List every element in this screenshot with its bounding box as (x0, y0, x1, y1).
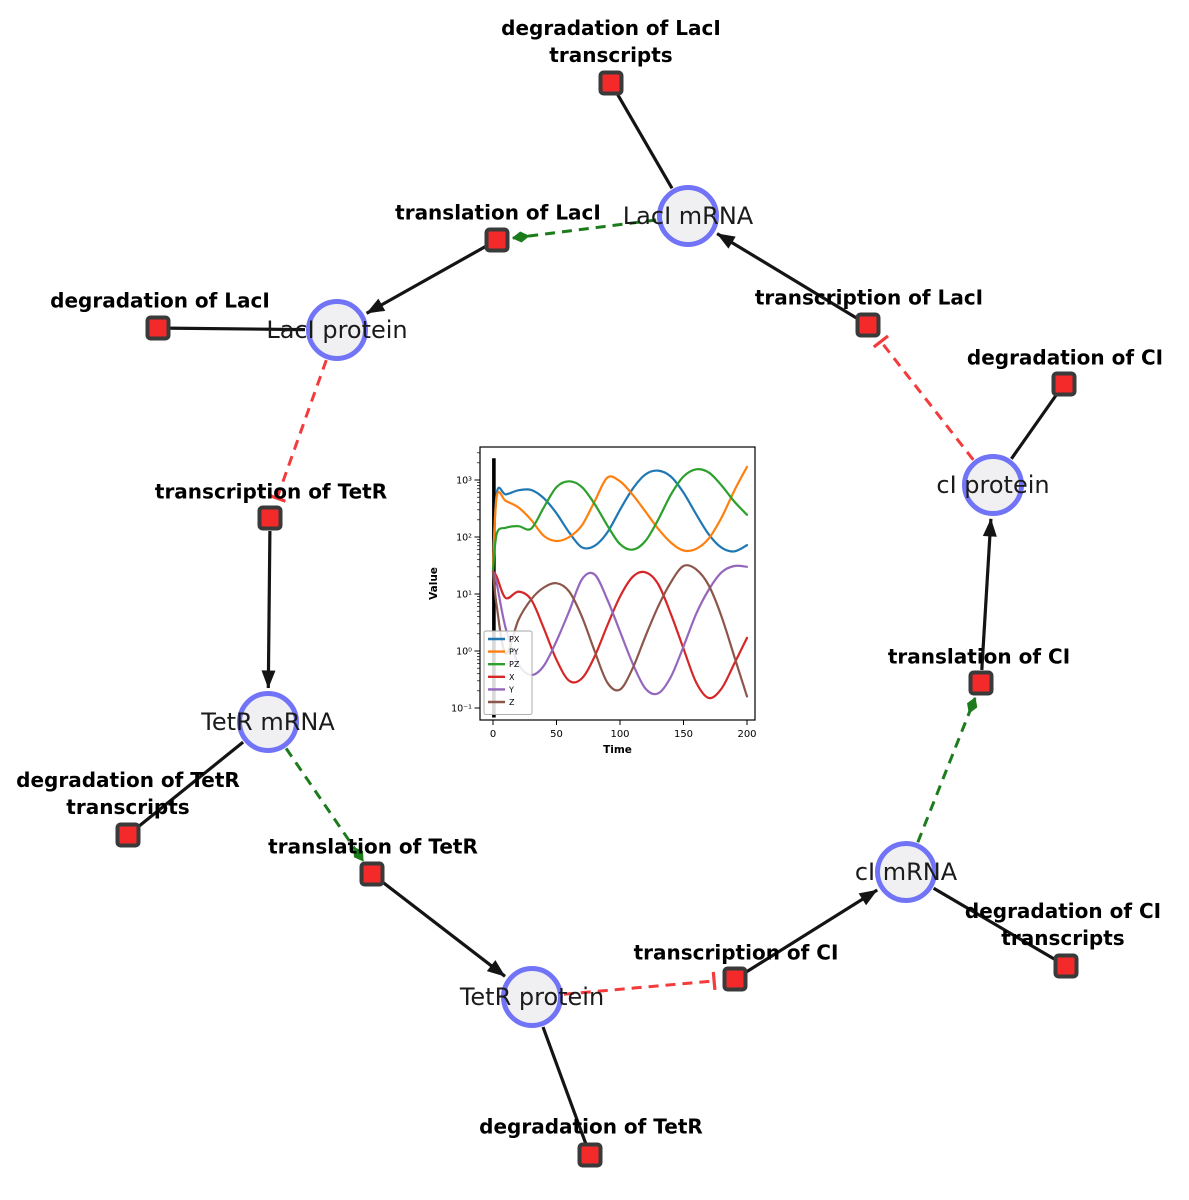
edge-ci-mrna-to-translation-ci (916, 696, 978, 843)
legend-label-Z: Z (509, 698, 515, 707)
species-label-laci-mrna: LacI mRNA (622, 202, 754, 230)
reaction-label-transcription-laci: transcription of LacI (754, 285, 984, 310)
species-label-tetr-protein: TetR protein (459, 983, 605, 1011)
simulation-chart: 0 50 100 150 20010⁻¹10⁰10¹10²10³TimeValuePXP… (420, 430, 780, 765)
reaction-node-deg-laci[interactable] (145, 315, 171, 341)
x-tick-label: 100 (610, 729, 629, 740)
series-line-Z (491, 564, 749, 698)
species-label-ci-protein: cI protein (936, 471, 1050, 499)
x-tick-label: 200 (737, 729, 756, 740)
legend-label-PX: PX (509, 635, 520, 644)
species-node-tetr-protein[interactable] (501, 966, 563, 1028)
simulation-plot-figure: 0 50 100 150 200 10⁻¹ 10⁰ 10¹ 10² 10³ Time Value PX P… (420, 430, 780, 765)
y-tick-label: 10⁰ (456, 647, 472, 658)
y-axis-label: Value (428, 567, 440, 600)
edge-tetr-mrna-to-deg-tetr-transcripts (133, 740, 245, 832)
reaction-label-transcription-ci: transcription of CI (633, 940, 839, 965)
reaction-node-deg-tetr[interactable] (577, 1142, 603, 1168)
edge-ci-protein-to-transcription-laci (872, 334, 975, 461)
chart-legend: PX PY PZ XYZ (483, 630, 533, 716)
edge-translation-tetr-to-tetr-protein (381, 880, 506, 978)
reaction-node-transcription-tetr[interactable] (257, 505, 283, 531)
y-tick-label: 10² (456, 533, 472, 544)
reaction-label-deg-ci-transcripts: degradation of CI transcripts (964, 899, 1162, 950)
reaction-node-translation-ci[interactable] (968, 670, 994, 696)
legend-label-Y: Y (508, 685, 514, 694)
reaction-label-deg-tetr: degradation of TetR (479, 1114, 703, 1139)
species-label-ci-mrna: cI mRNA (854, 858, 958, 886)
x-tick-label: 150 (674, 729, 693, 740)
y-tick-label: 10³ (456, 476, 472, 487)
series-line-PX (491, 469, 749, 568)
reaction-node-deg-laci-transcripts[interactable] (598, 70, 624, 96)
edge-ci-mrna-to-deg-ci-transcripts (932, 886, 1060, 964)
legend-label-PZ: PZ (509, 660, 520, 669)
reaction-node-translation-laci[interactable] (484, 227, 510, 253)
reaction-label-deg-laci-transcripts: degradation of LacI transcripts (501, 16, 721, 67)
edge-translation-laci-to-laci-protein (365, 245, 487, 315)
reaction-node-deg-ci[interactable] (1051, 371, 1077, 397)
edge-tetr-protein-to-transcription-ci (563, 971, 717, 996)
x-axis-label: Time (603, 744, 632, 756)
reaction-node-deg-ci-transcripts[interactable] (1053, 953, 1079, 979)
edge-transcription-ci-to-ci-mrna (745, 888, 879, 974)
species-node-ci-mrna[interactable] (875, 841, 937, 903)
x-tick-label: 50 (550, 729, 563, 740)
y-tick-label: 10⁻¹ (451, 704, 472, 715)
edge-tetr-protein-to-deg-tetr (541, 1026, 589, 1149)
edge-laci-mrna-to-translation-laci (511, 218, 657, 243)
legend-label-X: X (509, 673, 515, 682)
edge-laci-protein-to-deg-laci (165, 326, 306, 332)
reaction-node-translation-tetr[interactable] (359, 861, 385, 887)
series-line-PY (491, 465, 749, 568)
edge-tetr-mrna-to-translation-tetr (284, 747, 365, 862)
series-line-X (491, 570, 749, 700)
legend-label-PY: PY (509, 648, 519, 657)
edge-transcription-tetr-to-tetr-mrna (261, 530, 276, 689)
reaction-node-deg-tetr-transcripts[interactable] (115, 822, 141, 848)
edge-laci-mrna-to-deg-laci-transcripts (613, 89, 674, 190)
reaction-label-deg-tetr-transcripts: degradation of TetR transcripts (16, 768, 240, 819)
species-node-tetr-mrna[interactable] (237, 691, 299, 753)
species-node-laci-mrna[interactable] (657, 185, 719, 247)
species-node-laci-protein[interactable] (306, 299, 368, 361)
reaction-label-translation-ci: translation of CI (887, 644, 1071, 669)
chart-background (420, 430, 780, 765)
reaction-label-deg-ci: degradation of CI (966, 345, 1164, 370)
species-label-laci-protein: LacI protein (266, 316, 408, 344)
axes-frame (479, 446, 756, 721)
edge-transcription-laci-to-laci-mrna (716, 232, 858, 320)
edge-ci-protein-to-deg-ci (1010, 389, 1061, 460)
reaction-node-transcription-laci[interactable] (855, 312, 881, 338)
species-node-ci-protein[interactable] (962, 454, 1024, 516)
y-tick-label: 10¹ (456, 590, 472, 601)
edge-laci-protein-to-transcription-tetr (267, 359, 328, 503)
reaction-label-translation-laci: translation of LacI (395, 200, 601, 225)
edge-translation-ci-to-ci-protein (980, 518, 997, 671)
x-tick-label: 0 (490, 729, 496, 740)
species-label-tetr-mrna: TetR mRNA (201, 708, 335, 736)
reaction-label-translation-tetr: translation of TetR (268, 834, 478, 859)
reaction-label-deg-laci: degradation of LacI (50, 288, 270, 313)
series-line-PZ (491, 468, 749, 573)
reaction-node-transcription-ci[interactable] (722, 966, 748, 992)
reaction-label-transcription-tetr: transcription of TetR (154, 479, 388, 504)
